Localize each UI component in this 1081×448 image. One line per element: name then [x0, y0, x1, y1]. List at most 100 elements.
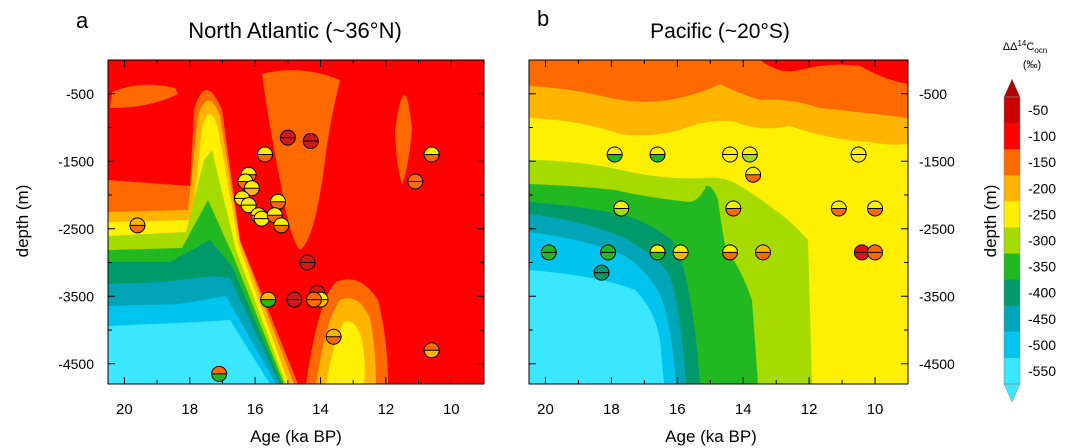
data-point — [211, 365, 228, 382]
data-point-top-half — [673, 244, 689, 253]
colorbar-bottom-cap — [1003, 383, 1021, 403]
panel-b-x-tick-label: 20 — [537, 401, 554, 418]
panel-b-x-tick-label: 18 — [603, 401, 620, 418]
data-point-top-half — [541, 244, 557, 253]
data-point-outline — [305, 291, 322, 308]
data-point-outline — [273, 217, 290, 234]
panel-b-x-tick-labels: 20 18 16 14 12 10 — [537, 401, 883, 418]
colorbar-level-label: -50 — [1028, 102, 1048, 118]
colorbar-title-prefix: ΔΔ — [1003, 41, 1018, 53]
panel-b: b Pacific (~20°S) 20 18 16 14 12 10 -500 -1500… — [528, 6, 1000, 446]
data-point-top-half — [831, 201, 847, 209]
data-point-bottom-half — [260, 299, 276, 308]
data-point-top-half — [745, 167, 761, 175]
data-point — [830, 200, 847, 217]
data-point-top-half — [650, 147, 666, 155]
data-point — [867, 244, 884, 261]
data-point-bottom-half — [257, 154, 273, 162]
contour-band — [108, 320, 270, 384]
data-point — [279, 129, 296, 146]
data-point-outline — [260, 291, 277, 308]
panel-a-x-tick-label: 14 — [312, 401, 329, 418]
data-point-top-half — [854, 244, 870, 253]
data-point — [266, 207, 283, 224]
data-point-top-half — [309, 285, 325, 293]
panel-a-contour-field — [108, 60, 484, 384]
data-point-top-half — [867, 201, 883, 209]
panel-a-y-tick-label: -1500 — [58, 153, 94, 169]
data-point-outline — [423, 146, 440, 163]
data-point — [722, 146, 739, 163]
data-point-top-half — [234, 190, 250, 199]
data-point-top-half — [267, 207, 283, 216]
data-point-bottom-half — [280, 137, 296, 146]
panel-a-y-tick-label: -3500 — [58, 288, 94, 304]
data-point-top-half — [424, 342, 440, 351]
data-point — [649, 146, 666, 163]
colorbar-level-label: -400 — [1028, 285, 1056, 301]
panel-a-y-tick-label: -2500 — [58, 221, 94, 237]
panel-b-frame — [528, 59, 909, 385]
data-point-top-half — [594, 265, 610, 273]
colorbar: ΔΔ14Cocn (‰) -50 -100 -150 -200 -250 -300 -350… — [1003, 39, 1056, 403]
panel-a-x-tick-labels: 20 18 16 14 12 10 — [116, 401, 460, 418]
data-point-top-half — [650, 244, 666, 253]
data-point — [853, 244, 870, 261]
data-point-top-half — [237, 174, 253, 182]
panel-a-x-tick-label: 10 — [443, 401, 460, 418]
colorbar-level-label: -150 — [1028, 154, 1056, 170]
data-point-outline — [243, 180, 260, 197]
data-point-top-half — [270, 194, 286, 202]
data-point-outline — [745, 166, 762, 183]
colorbar-swatch — [1004, 357, 1020, 385]
contour-band — [262, 70, 340, 251]
data-point-outline — [613, 200, 630, 217]
data-point-top-half — [742, 147, 758, 155]
panel-a-frame — [107, 59, 485, 385]
panel-a-y-tick-labels: -500 -1500 -2500 -3500 -4500 — [58, 86, 94, 372]
data-point-bottom-half — [673, 252, 689, 260]
data-point-top-half — [407, 174, 423, 182]
data-point-outline — [725, 200, 742, 217]
panel-a-x-tick-label: 18 — [181, 401, 198, 418]
data-point — [423, 342, 440, 359]
data-point-top-half — [286, 292, 302, 300]
data-point-outline — [256, 146, 273, 163]
panel-b-y-tick-label: -2500 — [919, 221, 955, 237]
data-point-top-half — [755, 244, 771, 253]
panel-b-x-axis-label: Age (ka BP) — [665, 427, 757, 446]
data-point-bottom-half — [299, 262, 315, 270]
colorbar-swatch — [1004, 123, 1020, 150]
data-point-outline — [649, 244, 666, 261]
data-point-bottom-half — [745, 174, 761, 183]
data-point-outline — [672, 244, 689, 261]
colorbar-level-label: -250 — [1028, 206, 1056, 222]
panel-b-contour-field — [529, 60, 908, 384]
data-point-top-half — [241, 197, 257, 206]
data-point — [867, 200, 884, 217]
data-point — [850, 146, 867, 163]
colorbar-unit: (‰) — [1023, 59, 1041, 71]
data-point — [613, 200, 630, 217]
data-point-bottom-half — [129, 225, 145, 233]
data-point — [302, 133, 319, 149]
data-point — [273, 217, 290, 234]
colorbar-labels: -50 -100 -150 -200 -250 -300 -350 -400 -450 -500 -… — [1028, 102, 1056, 379]
data-point — [305, 291, 322, 308]
data-point — [325, 328, 342, 345]
data-point — [600, 244, 617, 261]
panel-b-y-tick-label: -4500 — [919, 356, 955, 372]
data-point-top-half — [600, 244, 616, 253]
data-point-top-half — [129, 217, 145, 226]
data-point-top-half — [303, 133, 319, 141]
data-point-top-half — [722, 244, 738, 253]
data-point-bottom-half — [867, 208, 883, 217]
data-point-top-half — [257, 147, 273, 155]
data-point-outline — [286, 291, 303, 308]
data-point-bottom-half — [867, 252, 883, 260]
data-point-outline — [279, 129, 296, 146]
data-point-outline — [240, 197, 257, 214]
colorbar-level-label: -350 — [1028, 259, 1056, 275]
panel-b-x-tick-label: 10 — [867, 401, 884, 418]
